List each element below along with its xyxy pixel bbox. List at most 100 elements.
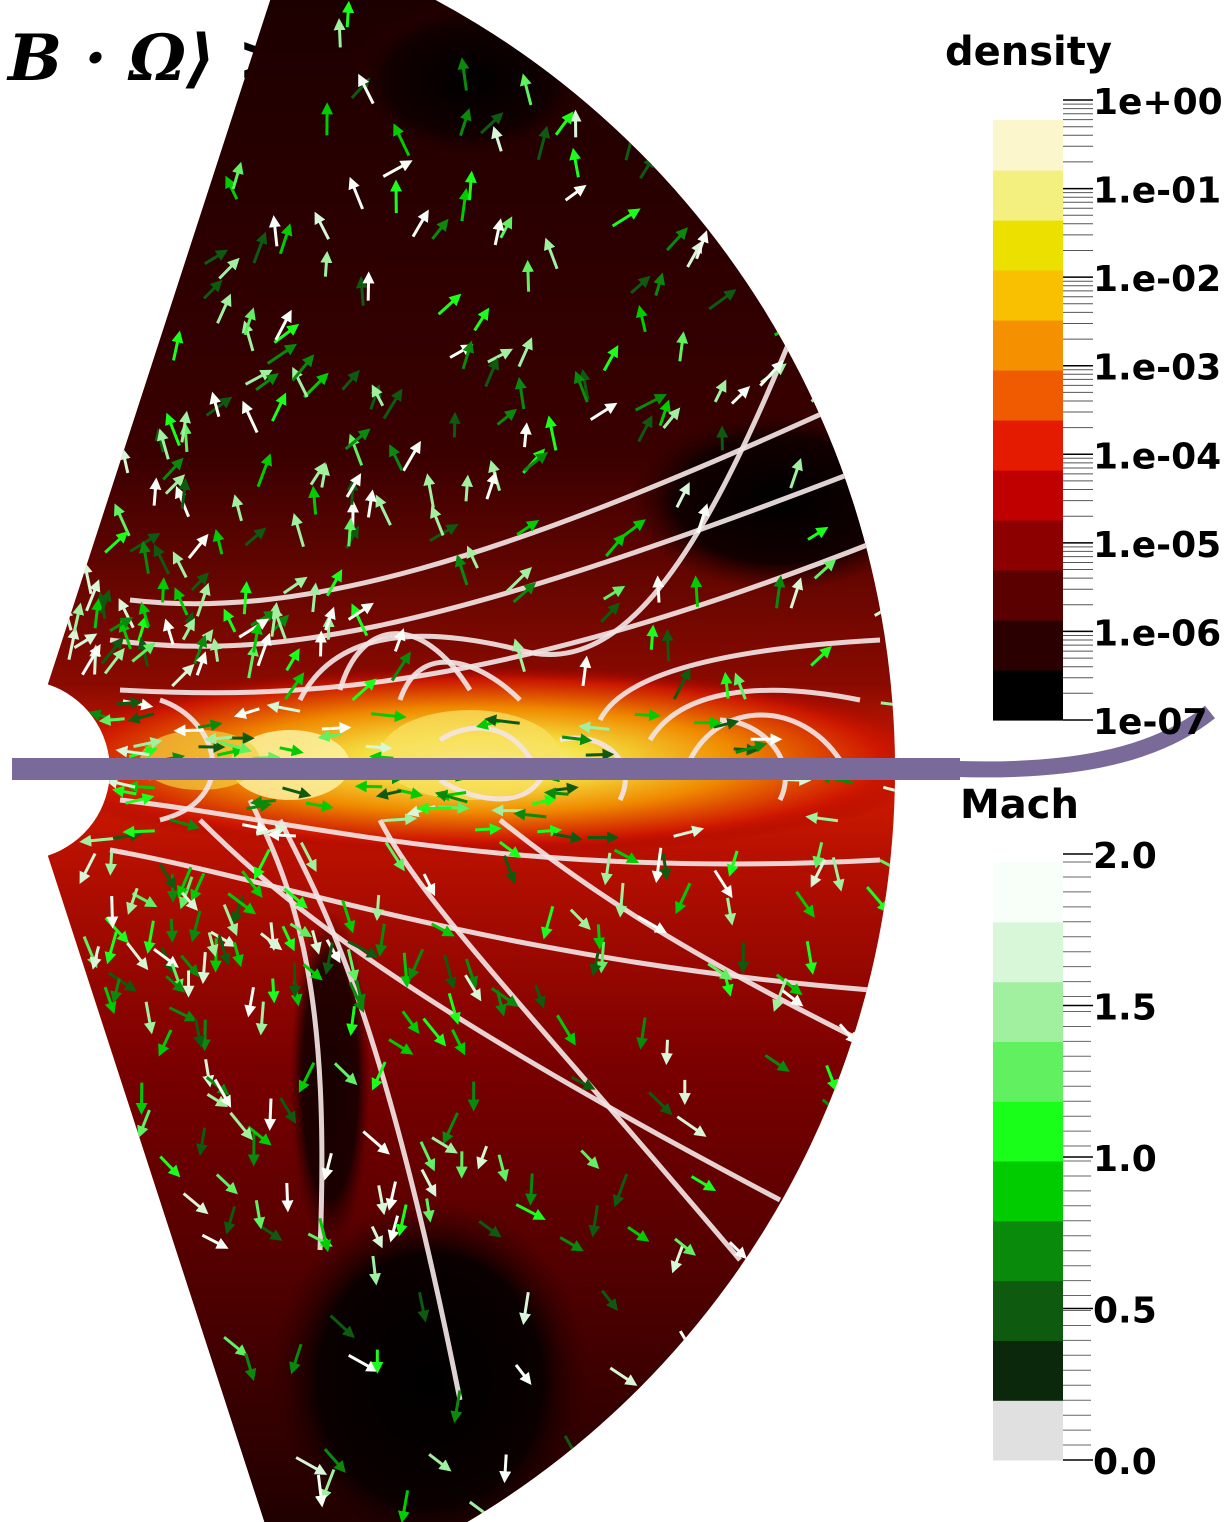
velocity-arrow: [647, 1091, 673, 1116]
velocity-arrow: [442, 1112, 459, 1145]
velocity-arrow: [246, 643, 259, 679]
velocity-arrow: [519, 73, 533, 106]
density-colorbar-segment: [993, 520, 1063, 546]
velocity-arrow: [89, 946, 102, 970]
velocity-arrow: [422, 1017, 447, 1047]
velocity-arrow: [588, 1205, 601, 1238]
velocity-arrow: [653, 272, 666, 297]
velocity-arrow: [98, 714, 125, 727]
velocity-arrow: [104, 931, 118, 965]
velocity-arrow: [813, 558, 837, 580]
velocity-arrow: [420, 1168, 437, 1198]
velocity-arrow: [573, 370, 589, 403]
velocity-arrow: [325, 569, 343, 597]
velocity-arrow: [618, 519, 646, 541]
mach-tick-label: 2.0: [1093, 836, 1157, 877]
mach-colorbar-segment: [993, 1430, 1063, 1446]
velocity-arrow: [216, 745, 245, 758]
mach-colorbar-segment: [993, 1205, 1063, 1222]
velocity-arrow: [362, 1130, 390, 1155]
velocity-arrow: [169, 818, 201, 831]
velocity-arrow: [759, 360, 784, 387]
velocity-arrow: [473, 307, 490, 332]
velocity-arrow: [256, 453, 273, 488]
mach-colorbar-segment: [993, 1176, 1063, 1192]
velocity-arrow: [341, 899, 356, 934]
density-colorbar-segment: [993, 170, 1063, 196]
velocity-arrow: [589, 402, 618, 421]
velocity-arrow: [805, 940, 817, 975]
velocity-arrow: [172, 551, 188, 579]
velocity-arrow: [434, 790, 468, 804]
density-colorbar-segment: [993, 195, 1063, 221]
velocity-arrow: [149, 477, 162, 506]
velocity-arrow: [554, 111, 574, 136]
velocity-arrow: [253, 848, 271, 880]
velocity-arrow: [545, 415, 558, 451]
velocity-arrow: [126, 942, 149, 971]
field-line: [687, 712, 843, 762]
velocity-arrow: [345, 473, 362, 498]
velocity-arrow: [536, 125, 551, 161]
velocity-arrow: [475, 823, 502, 836]
velocity-arrow: [104, 531, 129, 554]
velocity-arrow: [341, 369, 360, 391]
separator-curve: [957, 705, 1215, 778]
velocity-arrow: [450, 1390, 463, 1424]
density-tick-label: 1.e-05: [1093, 525, 1221, 566]
dark-region-upper-left: [350, 0, 590, 160]
density-colorbar-segment: [993, 345, 1063, 371]
velocity-arrow: [125, 793, 155, 805]
velocity-arrow: [637, 915, 668, 934]
density-tick-label: 1.e-04: [1093, 436, 1221, 477]
velocity-arrow: [517, 337, 533, 368]
density-colorbar-segment: [993, 470, 1063, 496]
velocity-arrow: [110, 978, 122, 1004]
velocity-arrow: [652, 575, 665, 603]
velocity-arrow: [492, 218, 505, 246]
velocity-arrow: [728, 1241, 747, 1260]
velocity-arrow: [333, 18, 346, 48]
velocity-arrow: [157, 577, 170, 603]
mach-colorbar-segment: [993, 1086, 1063, 1102]
mach-colorbar-segment: [993, 1355, 1063, 1371]
velocity-arrow: [764, 1054, 790, 1072]
velocity-arrow: [422, 1198, 435, 1223]
density-colorbar-segment: [993, 395, 1063, 421]
velocity-arrow: [419, 1141, 436, 1172]
mach-colorbar-segment: [993, 1415, 1063, 1431]
velocity-arrow: [198, 1019, 211, 1052]
velocity-arrow: [271, 606, 287, 640]
velocity-arrow: [411, 209, 429, 238]
velocity-arrow: [178, 477, 191, 509]
velocity-arrow: [772, 977, 788, 1012]
velocity-arrow: [322, 942, 335, 975]
velocity-arrow: [686, 240, 703, 268]
velocity-arrow: [243, 307, 256, 336]
velocity-arrow: [79, 852, 97, 884]
density-colorbar-segment: [993, 145, 1063, 171]
velocity-arrow: [241, 870, 263, 898]
density-colorbar-segment: [993, 645, 1063, 671]
velocity-arrow: [713, 869, 733, 899]
velocity-arrow: [320, 250, 333, 277]
velocity-arrow: [459, 108, 472, 137]
velocity-arrow: [615, 882, 628, 918]
velocity-arrow: [162, 618, 175, 646]
velocity-arrow: [579, 655, 592, 687]
velocity-arrow: [523, 451, 549, 472]
velocity-arrow: [385, 1181, 398, 1211]
velocity-arrow: [534, 984, 546, 1009]
mach-colorbar-segment: [993, 1131, 1063, 1147]
velocity-arrow: [347, 940, 379, 958]
mach-colorbar-segment: [993, 1325, 1063, 1341]
velocity-arrow: [274, 309, 292, 341]
velocity-arrow: [375, 494, 392, 526]
velocity-arrow: [133, 736, 163, 749]
velocity-arrow: [593, 924, 606, 950]
velocity-arrow: [179, 410, 191, 443]
velocity-arrow: [321, 722, 352, 735]
velocity-arrow: [321, 1152, 334, 1181]
density-colorbar-segment: [993, 370, 1063, 396]
velocity-arrow: [708, 289, 737, 311]
